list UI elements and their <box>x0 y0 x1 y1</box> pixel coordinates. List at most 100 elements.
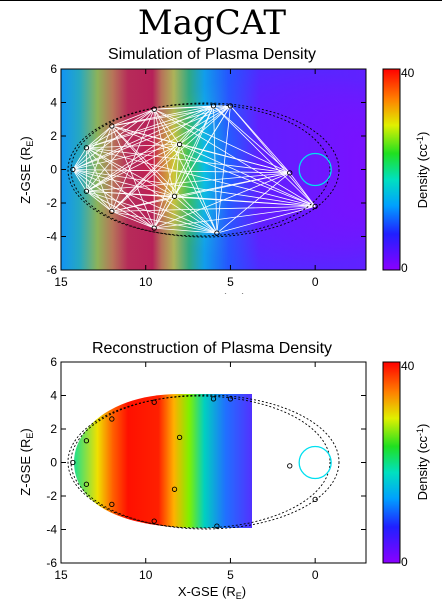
top-chord-line <box>72 125 113 170</box>
top-chord-line <box>72 169 87 192</box>
top-axes: 15 10 5 0 -6 -4 -2 0 2 4 6 <box>46 62 366 289</box>
bottom-orbit-point <box>287 463 293 469</box>
top-border <box>0 0 442 1</box>
figure-title: MagCAT <box>138 3 287 43</box>
top-ylabel: Z-GSE (RE) <box>18 136 35 203</box>
top-orbit-point <box>227 103 234 109</box>
bottom-ytick-label: 0 <box>50 456 57 470</box>
top-colorbar-bar <box>382 68 401 271</box>
top-chord-line <box>72 105 214 170</box>
top-chord-line <box>72 169 290 174</box>
top-chord-line <box>174 172 290 197</box>
bottom-ytick-label: -4 <box>46 523 57 537</box>
top-chord-line <box>179 144 218 234</box>
bottom-orbit-point <box>83 438 90 444</box>
top-chord-line <box>230 105 316 207</box>
top-chord-line <box>154 227 217 234</box>
top-chord-line <box>153 108 180 145</box>
top-xtick-label: 15 <box>54 275 68 289</box>
bottom-orbit-point <box>214 523 220 529</box>
top-chord-line <box>154 172 290 229</box>
bottom-subtitle: Reconstruction of Plasma Density <box>92 340 332 357</box>
top-chord-line <box>86 105 214 192</box>
top-ytick-label: -2 <box>46 196 57 210</box>
top-chord-line <box>153 108 316 207</box>
bottom-xlabel: X-GSE (RE) <box>178 584 246 601</box>
top-chord-line <box>86 125 113 192</box>
top-orbit-point <box>210 103 217 109</box>
top-xlabel-mask <box>100 294 330 306</box>
top-colorbar-min: 0 <box>401 261 408 275</box>
top-chord-line <box>179 143 290 174</box>
bottom-orbit-point <box>176 434 183 441</box>
top-chord-line <box>86 147 175 197</box>
top-chord-line <box>179 144 316 207</box>
top-chord-line <box>111 125 316 207</box>
top-chord-line <box>111 105 214 212</box>
bottom-colorbar-max: 40 <box>401 359 415 373</box>
top-chord-line <box>111 205 316 212</box>
bottom-orbit-point <box>83 481 90 487</box>
top-orbit-point <box>109 123 115 129</box>
bottom-orbit-point <box>227 396 234 402</box>
top-chord-line <box>230 105 291 174</box>
top-earth-circle <box>298 152 332 187</box>
top-orbit-point <box>83 145 90 151</box>
bottom-colorbar-bar <box>382 361 401 564</box>
top-orbit-point <box>151 106 157 112</box>
bottom-ytick-label: -6 <box>46 556 57 570</box>
top-orbit-point <box>312 203 318 210</box>
top-chord-line <box>86 190 218 234</box>
top-chord-line <box>174 105 231 197</box>
top-chord-line <box>174 195 316 207</box>
top-orbit-point <box>214 230 220 236</box>
top-ytick-label: 6 <box>50 62 57 76</box>
bottom-colorbar-label: Density (cc-1) <box>415 424 430 501</box>
top-orbit-lines <box>72 105 316 234</box>
top-chord-line <box>179 105 214 145</box>
bottom-earth-circle <box>298 445 332 480</box>
bottom-ytick-label: -2 <box>46 489 57 503</box>
bottom-ylabel: Z-GSE (RE) <box>18 428 35 495</box>
bottom-axes: 15 10 5 0 -6 -4 -2 0 2 4 6 <box>46 355 366 582</box>
bottom-xtick-label: 10 <box>139 568 153 582</box>
top-chord-line <box>216 105 231 234</box>
top-chord-line <box>86 172 290 192</box>
top-orbit-point <box>70 166 76 173</box>
bottom-xtick-label: 0 <box>312 568 319 582</box>
bottom-colorbar: 40 0 Density (cc-1) <box>382 359 430 569</box>
bottom-orbit-point <box>109 416 115 422</box>
top-chord-line <box>154 205 316 229</box>
top-chord-line <box>213 105 316 207</box>
top-chord-line <box>174 144 181 197</box>
top-chord-line <box>154 108 290 174</box>
top-colorbar-label: Density (cc-1) <box>415 132 430 209</box>
top-chord-line <box>111 210 217 234</box>
bottom-orbit-point <box>151 518 157 524</box>
top-orbit-point <box>151 225 157 231</box>
bottom-colorbar-min: 0 <box>401 555 408 569</box>
top-orbit-point <box>176 141 183 148</box>
top-chord-line <box>86 147 113 212</box>
top-orbit-point <box>109 208 115 215</box>
top-chord-line <box>289 172 316 207</box>
top-chord-line <box>111 125 218 234</box>
top-ytick-label: -4 <box>46 230 57 244</box>
top-chord-line <box>111 125 175 197</box>
bottom-xtick-label: 15 <box>54 568 68 582</box>
top-chord-line <box>111 211 155 229</box>
top-chord-line <box>216 205 316 234</box>
top-ytick-label: 0 <box>50 163 57 177</box>
top-xtick-label: 0 <box>312 275 319 289</box>
bottom-orbit-points <box>70 396 318 529</box>
bottom-heatmap-field <box>74 394 252 528</box>
bottom-heatmap <box>74 394 252 528</box>
top-orbit-points <box>70 103 318 236</box>
bottom-orbit-point <box>70 459 76 466</box>
bottom-ytick-label: 6 <box>50 355 57 369</box>
top-subtitle: Simulation of Plasma Density <box>108 46 316 63</box>
top-xtick-label: 10 <box>139 275 153 289</box>
top-ytick-label: 4 <box>50 96 57 110</box>
top-chord-line <box>111 105 231 212</box>
top-chord-line <box>86 147 290 174</box>
